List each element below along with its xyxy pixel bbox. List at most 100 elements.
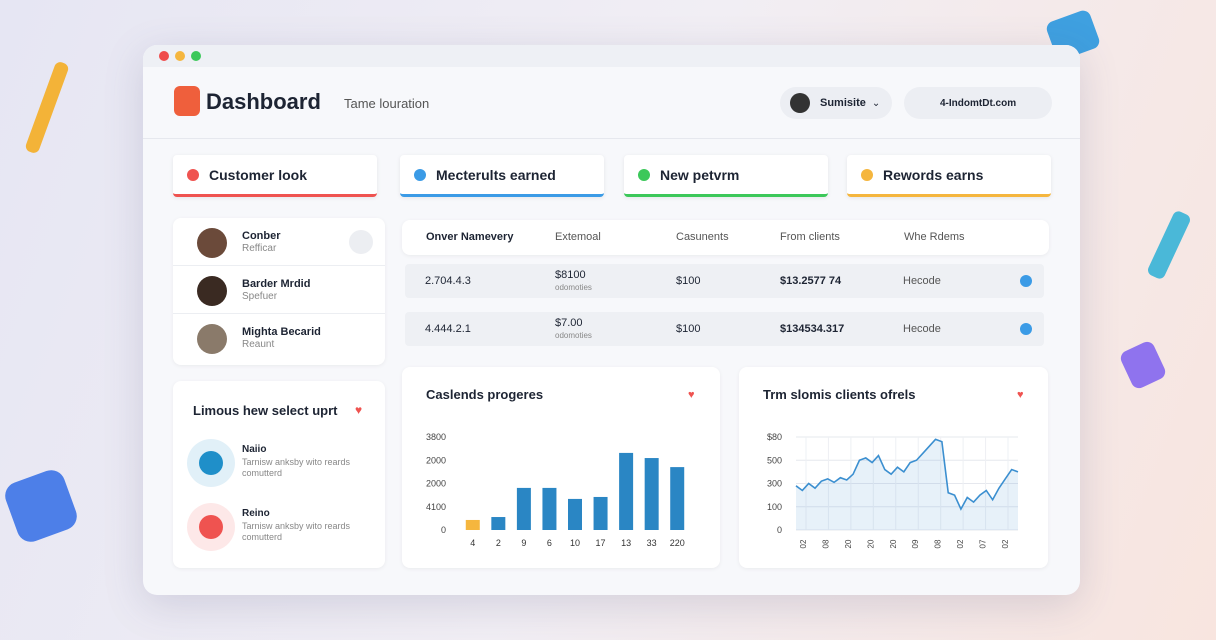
y-tick-label: 2000 [426, 455, 446, 465]
decor-pencil [24, 60, 70, 155]
card-label: New petvrm [660, 166, 740, 183]
bar [670, 467, 685, 530]
status-check [1020, 323, 1032, 335]
heart-icon: ♥ [688, 389, 695, 401]
bar [568, 498, 582, 530]
window-close[interactable] [159, 51, 169, 61]
table-header-cell: From clients [780, 231, 840, 243]
table-header-cell: Casunents [676, 231, 729, 243]
x-tick-label: 220 [670, 538, 685, 548]
x-tick-label: 17 [596, 538, 606, 548]
app-title: Dashboard [206, 89, 321, 114]
bar-chart-panel: Caslends progeres ♥ 0 4100 2000 2000 3800 4 2 9 6 1… [402, 367, 720, 568]
y-tick-label: 500 [767, 455, 782, 465]
x-tick-label: 20 [889, 539, 898, 548]
cell-total: $13.2577 74 [780, 275, 842, 287]
y-tick-label: 300 [767, 479, 782, 489]
cell-status: Hecode [903, 275, 941, 287]
heart-icon: ♥ [1017, 389, 1024, 401]
reminder-text: Tarnisw anksby wito reards comutterd [242, 457, 351, 478]
x-tick-label: 2 [496, 538, 501, 548]
stat-card[interactable]: Customer look [173, 155, 377, 197]
contact-avatar [197, 276, 227, 306]
status-check [1020, 275, 1032, 287]
card-dot [638, 168, 650, 181]
bar [619, 452, 634, 530]
card-label: Mecterults earned [436, 166, 556, 183]
reminder-icon [199, 515, 223, 539]
reminders-panel: Limous hew select uprt ♥ Naiio Tarnisw an… [173, 381, 385, 568]
title-bar [143, 45, 1080, 67]
cell-status: Hecode [903, 323, 941, 335]
stat-card[interactable]: Mecterults earned [400, 155, 604, 197]
window-maximize[interactable] [191, 51, 201, 61]
card-label: Customer look [209, 166, 308, 183]
decor-tube [1146, 209, 1192, 281]
table-header-cell: Extemoal [555, 231, 601, 243]
x-tick-label: 07 [979, 539, 988, 548]
contact-divider [173, 265, 385, 266]
search-box[interactable]: 4-IndomtDt.com [904, 87, 1052, 119]
cell-note: odomoties [555, 331, 592, 340]
logo [174, 86, 200, 116]
contact-name: Barder Mrdid [242, 278, 311, 290]
table-row[interactable]: 4.444.2.1 $7.00 odomoties $100 $134534.317 He… [405, 312, 1044, 346]
decor-cube [1118, 339, 1168, 391]
line-chart: Trm slomis clients ofrels ♥ 0 100 300 500 $80 0… [763, 387, 1024, 548]
x-tick-label: 33 [647, 538, 657, 548]
y-tick-label: 3800 [426, 432, 446, 442]
search-text: 4-IndomtDt.com [940, 97, 1017, 109]
user-menu[interactable]: Sumisite ⌄ [780, 87, 892, 119]
cell-amount: $8100 [555, 269, 586, 281]
x-tick-label: 10 [570, 538, 580, 548]
reminder-title: Reino [242, 508, 270, 519]
bar [465, 519, 480, 530]
x-tick-label: 08 [934, 539, 943, 548]
x-tick-label: 02 [956, 539, 965, 548]
bar [644, 458, 659, 530]
heart-icon[interactable]: ♥ [355, 403, 363, 417]
stat-card[interactable]: New petvrm [624, 155, 828, 197]
y-tick-label: 100 [767, 502, 782, 512]
x-tick-label: 20 [844, 539, 853, 548]
x-tick-label: 20 [866, 539, 875, 548]
table-row[interactable]: 2.704.4.3 $8100 odomoties $100 $13.2577 74 He… [405, 264, 1044, 298]
y-tick-label: 2000 [426, 479, 446, 489]
bar-chart: Caslends progeres ♥ 0 4100 2000 2000 3800 4 2 9 6 1… [426, 387, 695, 548]
reminders-title: Limous hew select uprt [193, 403, 338, 418]
line-chart-panel: Trm slomis clients ofrels ♥ 0 100 300 500 $80 0… [739, 367, 1048, 568]
contact-role: Reaunt [242, 339, 275, 350]
decor-icon [1, 466, 81, 546]
bar [542, 487, 557, 530]
contact-role: Spefuer [242, 291, 278, 302]
bar [593, 496, 608, 530]
chart-title: Trm slomis clients ofrels [763, 387, 915, 402]
cell-id: 4.444.2.1 [425, 323, 471, 335]
reminder-text: Tarnisw anksby wito reards comutterd [242, 521, 351, 542]
header-divider [143, 138, 1080, 139]
line-series [795, 438, 1019, 511]
reminder-icon [199, 451, 223, 475]
table-header-cell: Whe Rdems [904, 231, 965, 243]
cell-id: 2.704.4.3 [425, 275, 471, 287]
line-area [796, 439, 1018, 530]
cell-cost: $100 [676, 275, 701, 287]
x-tick-label: 4 [470, 538, 475, 548]
bar [491, 517, 506, 530]
card-label: Rewords earns [883, 166, 984, 183]
reminder-title: Naiio [242, 444, 267, 455]
cell-cost: $100 [676, 323, 701, 335]
contact-action[interactable] [349, 230, 373, 254]
stat-card[interactable]: Rewords earns [847, 155, 1051, 197]
x-tick-label: 6 [547, 538, 552, 548]
y-tick-label: $80 [767, 432, 782, 442]
y-tick-label: 0 [441, 525, 446, 535]
card-dot [414, 168, 426, 181]
window-minimize[interactable] [175, 51, 185, 61]
user-name: Sumisite [820, 97, 866, 109]
contact-divider [173, 313, 385, 314]
x-tick-label: 9 [521, 538, 526, 548]
subtitle: Tame louration [344, 96, 430, 111]
table-header-cell: Onver Namevery [426, 231, 514, 243]
